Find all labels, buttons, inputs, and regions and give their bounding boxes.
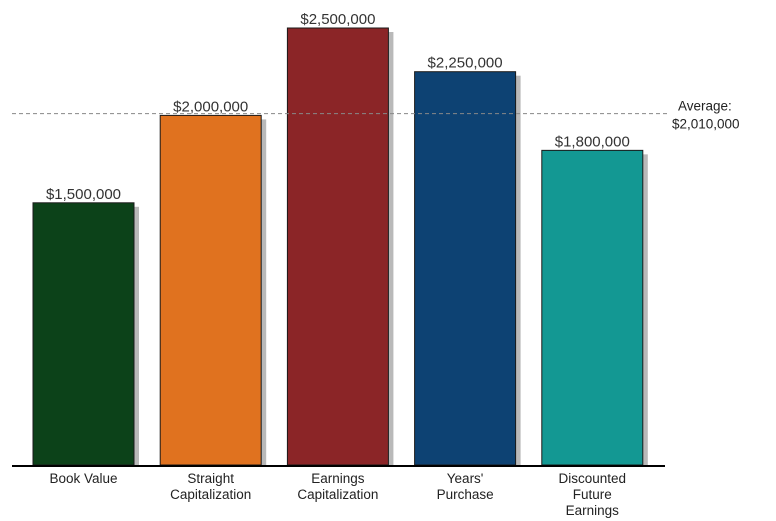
category-label: Earnings Capitalization: [297, 471, 378, 502]
bar: [541, 149, 644, 466]
bar-value-label: $1,500,000: [46, 186, 121, 203]
bar: [286, 27, 389, 466]
bar: [159, 114, 262, 466]
average-value-label: $2,010,000: [672, 117, 740, 132]
value-labels: $1,500,000 $2,000,000 $2,500,000 $2,250,000…: [46, 11, 630, 203]
bar-value-label: $2,500,000: [300, 11, 375, 28]
bars: [32, 27, 644, 466]
category-label: Book Value: [49, 471, 117, 486]
category-labels: Book Value Straight Capitalization Earnings…: [49, 471, 626, 518]
category-label: Discounted Future Earnings: [559, 471, 627, 518]
bar-value-label: $2,000,000: [173, 98, 248, 115]
average-label: Average:: [678, 99, 732, 114]
category-label: Straight Capitalization: [170, 471, 251, 502]
bar-value-label: $2,250,000: [428, 55, 503, 72]
bar-value-label: $1,800,000: [555, 133, 630, 150]
bar: [32, 202, 135, 466]
bar: [414, 71, 517, 466]
category-label: Years' Purchase: [437, 471, 494, 502]
